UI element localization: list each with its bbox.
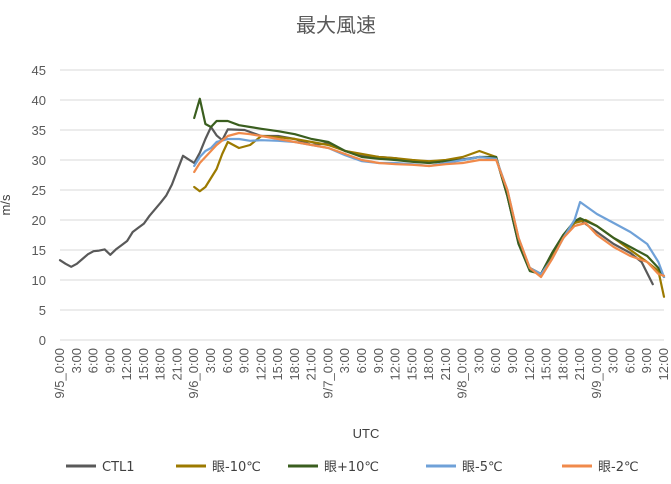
y-tick-label: 35 xyxy=(32,123,46,138)
x-tick-label: 12:00 xyxy=(253,348,268,381)
y-tick-label: 25 xyxy=(32,183,46,198)
legend-label: CTL1 xyxy=(102,460,135,475)
x-tick-label: 9/5_0:00 xyxy=(52,348,67,399)
series-line xyxy=(58,125,654,286)
x-tick-label: 3:00 xyxy=(606,348,621,373)
x-tick-label: 21:00 xyxy=(169,348,184,381)
y-tick-label: 30 xyxy=(32,153,46,168)
legend-label: 眼-2℃ xyxy=(598,460,639,475)
x-tick-label: 3:00 xyxy=(203,348,218,373)
x-tick-label: 12:00 xyxy=(119,348,134,381)
x-tick-label: 15:00 xyxy=(539,348,554,381)
x-tick-label: 3:00 xyxy=(471,348,486,373)
x-tick-label: 15:00 xyxy=(404,348,419,381)
x-tick-label: 9/7_0:00 xyxy=(320,348,335,399)
y-tick-label: 20 xyxy=(32,213,46,228)
x-tick-label: 3:00 xyxy=(69,348,84,373)
gridlines xyxy=(60,69,664,341)
series-lines xyxy=(58,97,666,298)
x-tick-label: 21:00 xyxy=(572,348,587,381)
x-tick-label: 12:00 xyxy=(388,348,403,381)
x-tick-label: 21:00 xyxy=(304,348,319,381)
y-axis-label: m/s xyxy=(0,194,13,215)
x-tick-label: 3:00 xyxy=(337,348,352,373)
x-tick-label: 6:00 xyxy=(622,348,637,373)
y-tick-label: 40 xyxy=(32,93,46,108)
x-tick-label: 9/6_0:00 xyxy=(186,348,201,399)
x-tick-label: 6:00 xyxy=(488,348,503,373)
x-axis-ticks: 9/5_0:00 3:00 6:00 9:00 12:00 15:00 18:00 21:00… xyxy=(52,348,671,399)
y-tick-label: 10 xyxy=(32,273,46,288)
x-tick-label: 9:00 xyxy=(505,348,520,373)
x-tick-label: 18:00 xyxy=(421,348,436,381)
y-tick-label: 5 xyxy=(39,303,46,318)
x-tick-label: 12:00 xyxy=(656,348,671,381)
x-tick-label: 18:00 xyxy=(153,348,168,381)
x-tick-label: 15:00 xyxy=(136,348,151,381)
x-tick-label: 12:00 xyxy=(522,348,537,381)
y-tick-label: 15 xyxy=(32,243,46,258)
x-tick-label: 18:00 xyxy=(555,348,570,381)
x-tick-label: 9:00 xyxy=(102,348,117,373)
x-tick-label: 18:00 xyxy=(287,348,302,381)
x-tick-label: 6:00 xyxy=(86,348,101,373)
x-tick-label: 9/8_0:00 xyxy=(455,348,470,399)
x-tick-label: 6:00 xyxy=(220,348,235,373)
legend-label: 眼-10℃ xyxy=(212,460,261,475)
y-tick-label: 45 xyxy=(32,63,46,78)
x-tick-label: 9:00 xyxy=(371,348,386,373)
series-line xyxy=(193,97,666,279)
x-tick-label: 9/9_0:00 xyxy=(589,348,604,399)
x-tick-label: 21:00 xyxy=(438,348,453,381)
x-tick-label: 15:00 xyxy=(270,348,285,381)
legend-label: 眼+10℃ xyxy=(324,460,379,475)
x-tick-label: 6:00 xyxy=(354,348,369,373)
y-tick-label: 0 xyxy=(39,333,46,348)
y-axis-ticks: 0 5 10 15 20 25 30 35 40 45 xyxy=(32,63,46,348)
series-line xyxy=(193,131,666,279)
legend: CTL1 眼-10℃ 眼+10℃ 眼-5℃ 眼-2℃ xyxy=(66,460,639,475)
legend-label: 眼-5℃ xyxy=(462,460,503,475)
x-tick-label: 9:00 xyxy=(639,348,654,373)
x-tick-label: 9:00 xyxy=(237,348,252,373)
chart-title: 最大風速 xyxy=(296,13,376,37)
x-axis-label: UTC xyxy=(353,426,380,441)
